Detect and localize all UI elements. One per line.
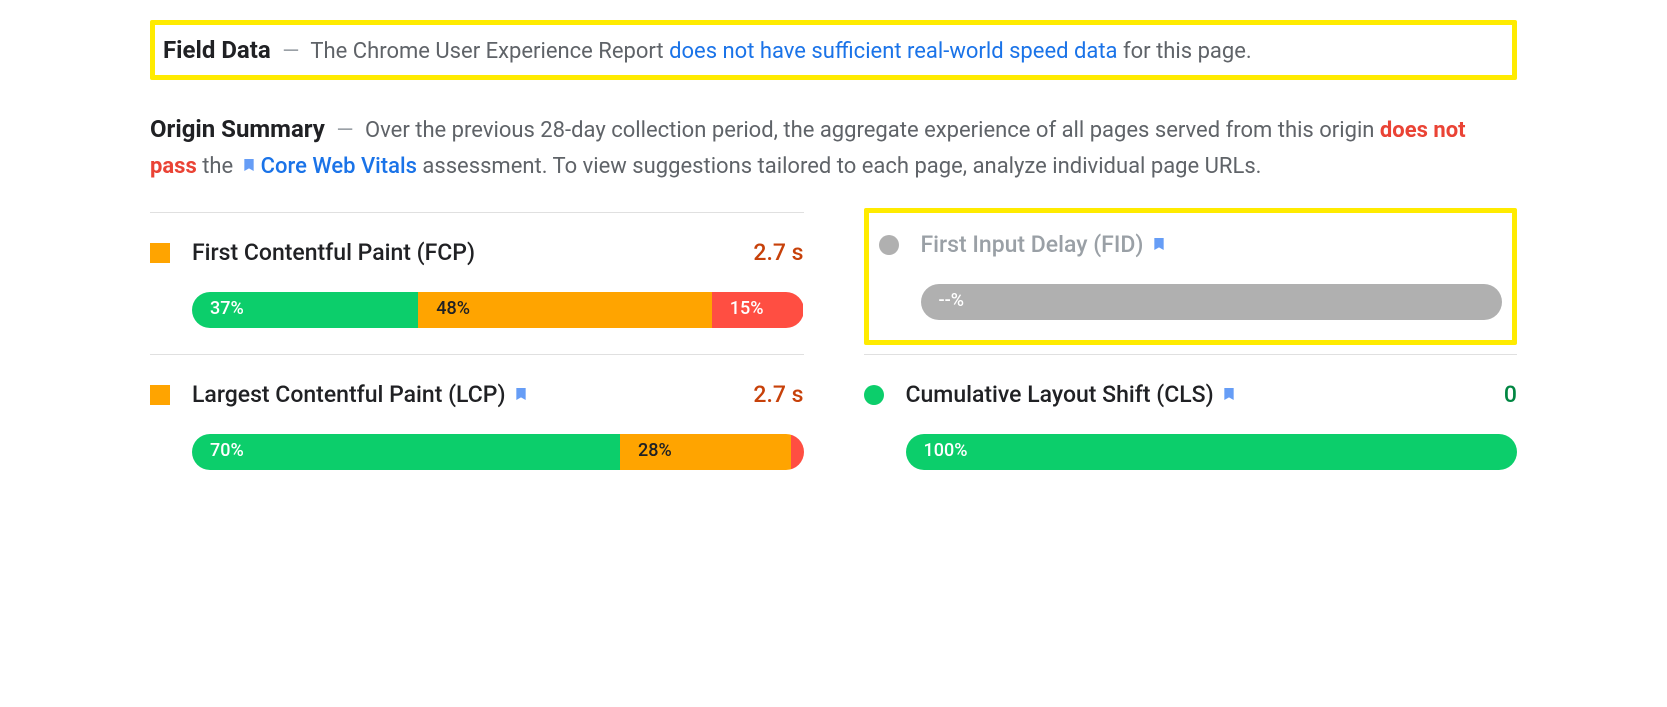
status-indicator [150,243,170,263]
metric-value: 2.7 s [753,377,803,414]
bookmark-icon [241,155,257,175]
core-web-vitals-link[interactable]: Core Web Vitals [261,154,417,179]
status-indicator [864,385,884,405]
origin-summary-after: assessment. To view suggestions tailored… [422,154,1261,179]
distribution-bar: 70%28%3% [192,434,804,470]
fid-highlight: First Input Delay (FID) --% [864,208,1518,345]
field-data-text-after: for this page. [1118,39,1252,64]
metric-value: 0 [1504,377,1517,414]
metric-fcp: First Contentful Paint (FCP) 2.7 s 37%48… [150,212,804,354]
metric-header: First Contentful Paint (FCP) 2.7 s [150,235,804,272]
bookmark-icon [1221,384,1237,404]
status-indicator [150,385,170,405]
status-indicator [879,235,899,255]
bar-segment: 37% [192,292,418,328]
distribution-bar: --% [921,284,1503,320]
bookmark-icon [1151,234,1167,254]
distribution-bar: 100% [906,434,1518,470]
bar-segment: 28% [620,434,791,470]
metric-name: Cumulative Layout Shift (CLS) [906,377,1504,414]
origin-summary-title: Origin Summary [150,115,325,143]
origin-summary-mid: the [197,154,239,179]
bar-segment: 70% [192,434,620,470]
bar-segment: 100% [906,434,1518,470]
field-data-highlight: Field Data — The Chrome User Experience … [150,20,1517,80]
metric-value: 2.7 s [753,235,803,272]
bar-segment: --% [921,284,1503,320]
metric-name: First Input Delay (FID) [921,227,1503,264]
metric-lcp: Largest Contentful Paint (LCP) 2.7 s 70%… [150,354,804,496]
metric-name: Largest Contentful Paint (LCP) [192,377,753,414]
bar-segment: 48% [418,292,712,328]
bar-segment: 3% [791,434,803,470]
bar-segment: 15% [712,292,804,328]
metric-cls: Cumulative Layout Shift (CLS) 0 100% [864,354,1518,496]
metric-header: Cumulative Layout Shift (CLS) 0 [864,377,1518,414]
field-data-text-before: The Chrome User Experience Report [310,39,669,64]
origin-summary-section: Origin Summary — Over the previous 28-da… [150,110,1517,184]
metric-name: First Contentful Paint (FCP) [192,235,753,272]
metric-fid-wrapper: First Input Delay (FID) --% [864,212,1518,354]
bookmark-icon [513,384,529,404]
distribution-bar: 37%48%15% [192,292,804,328]
metric-header: Largest Contentful Paint (LCP) 2.7 s [150,377,804,414]
dash: — [282,39,299,64]
field-data-title: Field Data [163,36,271,64]
origin-summary-before: Over the previous 28-day collection peri… [365,118,1380,143]
dash: — [336,118,353,143]
field-data-link[interactable]: does not have sufficient real-world spee… [669,39,1117,64]
metric-header: First Input Delay (FID) [879,227,1503,264]
metrics-grid: First Contentful Paint (FCP) 2.7 s 37%48… [150,212,1517,496]
